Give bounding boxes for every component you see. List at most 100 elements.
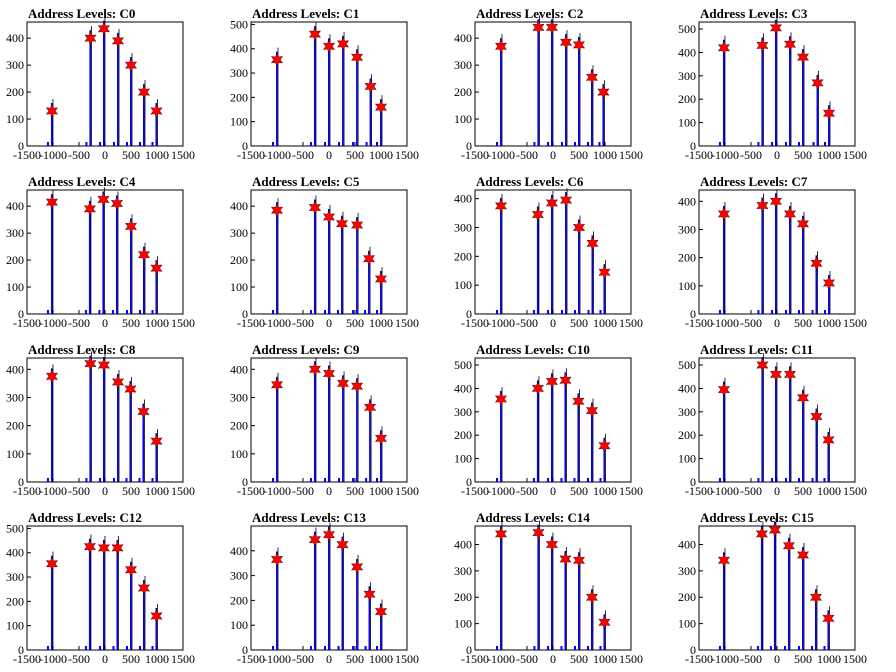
histogram-bar — [500, 390, 502, 482]
histogram-base — [46, 646, 49, 650]
histogram-base — [757, 478, 760, 482]
y-tick-label: 300 — [678, 69, 696, 83]
peak-marker-star — [150, 434, 163, 449]
peak-marker-star — [755, 526, 768, 541]
histogram-base — [824, 142, 826, 146]
y-tick-label: 0 — [242, 307, 248, 321]
histogram-base — [139, 310, 141, 314]
histogram-bar — [773, 521, 776, 650]
peak-marker-star — [822, 106, 836, 121]
histogram-base — [337, 310, 339, 314]
peak-marker-star — [45, 195, 59, 210]
histogram-base — [718, 142, 721, 146]
y-tick-label: 100 — [6, 619, 24, 633]
peak-marker-star — [532, 525, 545, 540]
x-tick-label: 500 — [794, 316, 812, 330]
chart-panel-c4: Address Levels: C4 0 100 200 300 400 -1500-100… — [6, 174, 195, 330]
histogram-bar — [155, 433, 158, 482]
peak-marker-star — [809, 590, 823, 605]
peak-marker-star — [559, 373, 572, 388]
histogram-base — [496, 142, 498, 146]
x-tick-label: -500 — [740, 316, 762, 330]
x-tick-label: -1000 — [263, 316, 291, 330]
peak-marker-star — [585, 70, 599, 85]
histogram-bar — [313, 26, 316, 147]
y-tick-label: 500 — [230, 17, 248, 31]
histogram-base — [587, 646, 589, 650]
histogram-bar — [760, 525, 763, 650]
histogram-bar — [102, 357, 105, 482]
x-tick-label: 1500 — [843, 316, 867, 330]
histogram-base — [365, 478, 368, 482]
y-tick-label: 0 — [18, 307, 24, 321]
peak-marker-star — [545, 374, 559, 389]
panel-title: Address Levels: C15 — [700, 510, 814, 525]
histogram-bar — [129, 381, 132, 482]
x-tick-label: 1000 — [145, 484, 169, 498]
peak-marker-star — [783, 206, 797, 221]
histogram-base — [365, 142, 368, 146]
peak-marker-star — [494, 39, 508, 54]
y-tick-label: 400 — [230, 42, 248, 56]
panel-title: Address Levels: C13 — [252, 510, 366, 525]
x-tick-label: -500 — [68, 148, 90, 162]
histogram-bar — [578, 36, 580, 147]
peak-marker-star — [97, 192, 110, 207]
histogram-bar — [774, 193, 777, 314]
histogram-bar — [550, 373, 553, 482]
y-tick-label: 0 — [466, 307, 472, 321]
histogram-bar — [537, 19, 540, 146]
x-tick-label: 500 — [794, 484, 812, 498]
x-tick-label: 0 — [326, 484, 332, 498]
panel-title: Address Levels: C1 — [252, 6, 359, 21]
peak-marker-star — [783, 37, 797, 52]
y-tick-label: 300 — [454, 564, 472, 578]
peak-marker-star — [322, 39, 336, 54]
y-tick-label: 200 — [454, 428, 472, 442]
y-tick-label: 300 — [454, 58, 472, 72]
x-tick-label: 1500 — [843, 484, 867, 498]
x-tick-label: 500 — [570, 148, 588, 162]
histogram-base — [309, 646, 312, 650]
peak-marker-star — [783, 367, 797, 382]
histogram-base — [85, 478, 88, 482]
histogram-bar — [143, 580, 145, 650]
peak-marker-star — [97, 540, 111, 555]
histogram-bar — [816, 74, 819, 146]
histogram-base — [496, 646, 498, 650]
y-tick-label: 0 — [690, 307, 696, 321]
histogram-base — [718, 478, 721, 482]
histogram-base — [139, 646, 141, 650]
histogram-base — [111, 310, 114, 314]
panel-title: Address Levels: C12 — [28, 510, 142, 525]
chart-panel-c14: Address Levels: C14 0 100 200 300 400 -1500-10… — [454, 510, 643, 666]
histogram-base — [113, 478, 115, 482]
histogram-bar — [578, 552, 580, 650]
x-tick-label: 1000 — [817, 652, 841, 666]
y-tick-label: 100 — [454, 112, 472, 126]
histogram-bar — [102, 20, 105, 147]
histogram-bar — [276, 376, 278, 482]
histogram-bar — [117, 373, 119, 482]
x-tick-label: -500 — [740, 148, 762, 162]
peak-marker-star — [374, 271, 388, 286]
x-tick-label: -1500 — [461, 316, 489, 330]
x-tick-label: -1500 — [237, 652, 265, 666]
peak-marker-star — [494, 526, 508, 541]
x-tick-label: -1000 — [39, 316, 67, 330]
histogram-bar — [276, 51, 278, 146]
peak-marker-star — [374, 100, 388, 115]
panel-title: Address Levels: C11 — [700, 342, 813, 357]
y-tick-label: 300 — [454, 220, 472, 234]
y-tick-label: 0 — [466, 139, 472, 153]
histogram-bar — [142, 403, 145, 482]
peak-marker-star — [756, 358, 769, 373]
histogram-bar — [328, 208, 330, 314]
y-tick-label: 400 — [6, 31, 24, 45]
x-tick-label: 0 — [102, 148, 108, 162]
x-tick-label: 0 — [102, 652, 108, 666]
x-tick-label: 1000 — [593, 316, 617, 330]
y-tick-label: 400 — [454, 381, 472, 395]
histogram-base — [126, 142, 128, 146]
